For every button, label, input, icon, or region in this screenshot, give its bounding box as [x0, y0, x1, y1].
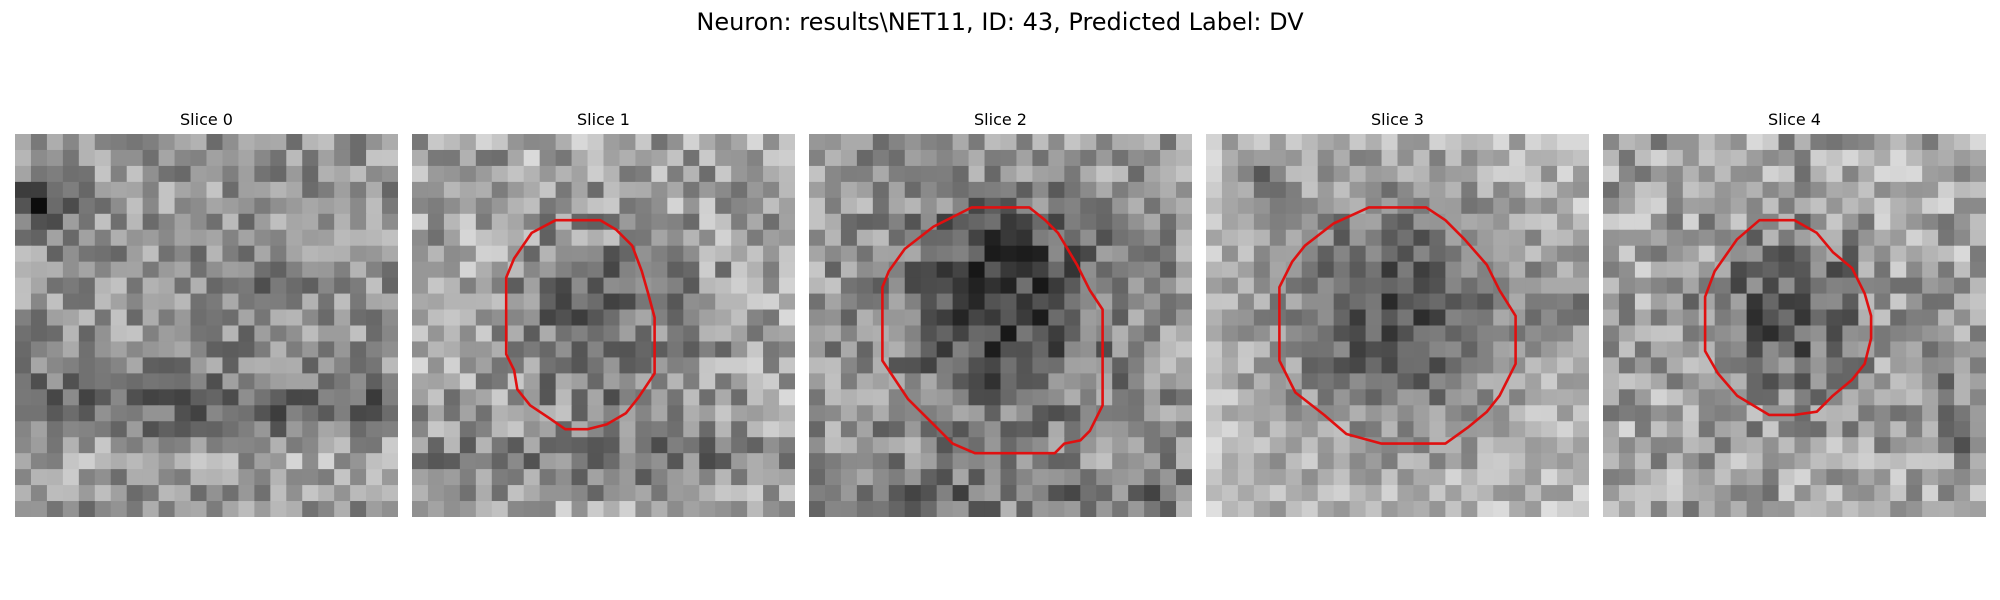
- slice-image: [1206, 134, 1589, 517]
- roi-contour: [881, 206, 1104, 455]
- slice-panel-3: Slice 3: [1206, 108, 1589, 517]
- slice-panel-1: Slice 1: [412, 108, 795, 517]
- slice-image: [15, 134, 398, 517]
- roi-contour: [1703, 218, 1873, 417]
- slice-title: Slice 3: [1371, 110, 1424, 129]
- roi-contour: [1278, 206, 1517, 445]
- slice-panel-0: Slice 0: [15, 108, 398, 517]
- figure-title: Neuron: results\NET11, ID: 43, Predicted…: [696, 8, 1304, 36]
- roi-contour: [504, 218, 656, 431]
- slice-title: Slice 4: [1768, 110, 1821, 129]
- slice-title: Slice 0: [180, 110, 233, 129]
- slice-image: [809, 134, 1192, 517]
- slice-panel-4: Slice 4: [1603, 108, 1986, 517]
- slice-image: [412, 134, 795, 517]
- slice-title: Slice 2: [974, 110, 1027, 129]
- slice-panel-2: Slice 2: [809, 108, 1192, 517]
- slice-title: Slice 1: [577, 110, 630, 129]
- slice-image: [1603, 134, 1986, 517]
